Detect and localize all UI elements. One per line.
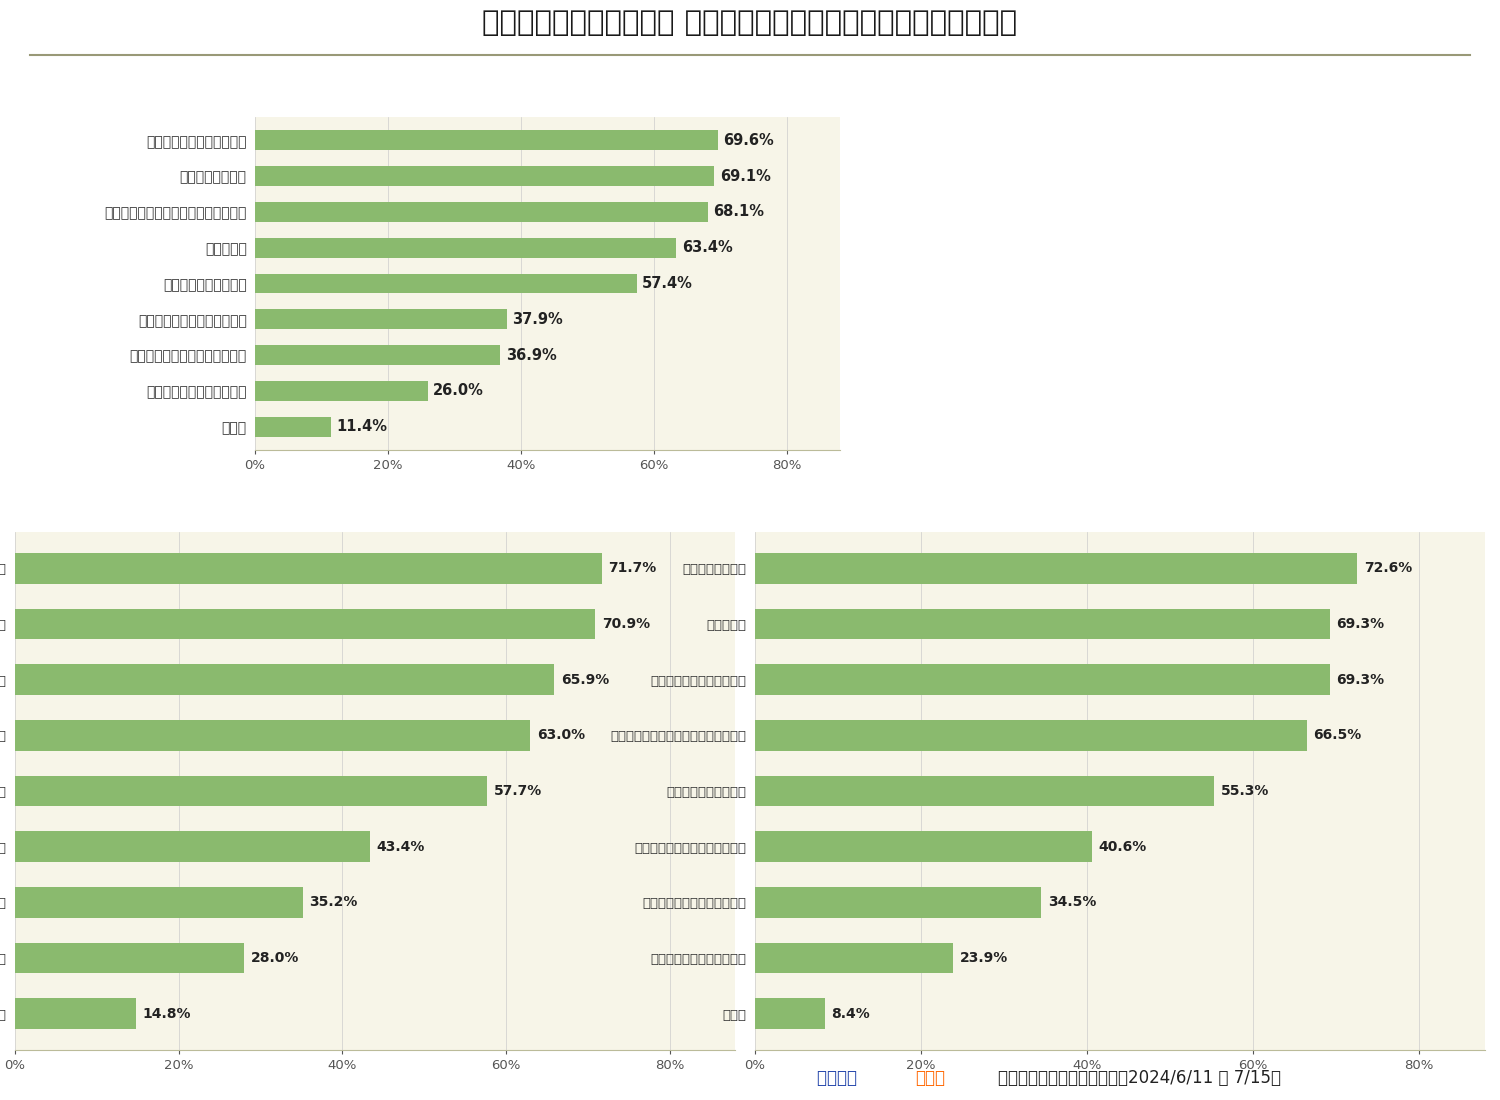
Text: 23.9%: 23.9% xyxy=(960,952,1008,965)
Text: 全体グラフ: 全体グラフ xyxy=(516,86,579,106)
Text: 71.7%: 71.7% xyxy=(608,561,657,575)
Bar xyxy=(255,309,507,329)
Text: 8.4%: 8.4% xyxy=(831,1006,870,1021)
Bar xyxy=(754,776,1214,806)
Text: 57.7%: 57.7% xyxy=(494,784,542,798)
Text: 69.3%: 69.3% xyxy=(1336,672,1384,686)
Bar xyxy=(754,608,1330,639)
Bar xyxy=(255,345,501,365)
Bar xyxy=(15,608,596,639)
Bar xyxy=(15,776,488,806)
Text: 69.1%: 69.1% xyxy=(720,168,771,184)
Text: 70.9%: 70.9% xyxy=(602,617,650,631)
Text: 68.1%: 68.1% xyxy=(712,205,764,219)
Bar xyxy=(255,131,717,150)
Text: 14.8%: 14.8% xyxy=(142,1006,190,1021)
Text: 63.0%: 63.0% xyxy=(537,728,585,743)
Text: 72.6%: 72.6% xyxy=(1364,561,1411,575)
Text: 66.5%: 66.5% xyxy=(1314,728,1362,743)
Bar xyxy=(255,238,677,257)
Text: 40.6%: 40.6% xyxy=(1098,839,1146,854)
Bar xyxy=(754,943,954,974)
Bar xyxy=(15,943,244,974)
Text: 65.9%: 65.9% xyxy=(561,672,609,686)
Text: 36.9%: 36.9% xyxy=(506,348,556,363)
Text: 57.4%: 57.4% xyxy=(642,276,693,292)
Text: 小学生: 小学生 xyxy=(357,500,393,521)
Bar xyxy=(255,166,714,186)
Bar xyxy=(754,664,1330,695)
Bar xyxy=(15,887,303,917)
Text: 69.3%: 69.3% xyxy=(1336,617,1384,631)
Text: 26.0%: 26.0% xyxy=(433,384,484,398)
Text: 11.4%: 11.4% xyxy=(336,419,387,435)
Bar xyxy=(754,832,1092,862)
Bar xyxy=(754,999,825,1030)
Bar xyxy=(754,887,1041,917)
Text: 調べ（アンケート実施期間：2024/6/11 ～ 7/15）: 調べ（アンケート実施期間：2024/6/11 ～ 7/15） xyxy=(998,1068,1281,1087)
Text: 69.6%: 69.6% xyxy=(723,133,774,147)
Bar xyxy=(754,720,1306,750)
Bar xyxy=(15,553,602,583)
Bar xyxy=(255,417,332,437)
Text: 37.9%: 37.9% xyxy=(513,311,562,327)
Text: キッズ: キッズ xyxy=(915,1068,945,1087)
Text: 「ネッ友と答えた人へ」 それはどうしてか教えて！　（複数選択）: 「ネッ友と答えた人へ」 それはどうしてか教えて！ （複数選択） xyxy=(483,9,1017,36)
Text: 55.3%: 55.3% xyxy=(1221,784,1269,798)
Text: 28.0%: 28.0% xyxy=(251,952,298,965)
Bar xyxy=(255,274,636,294)
Bar xyxy=(255,202,708,222)
Bar xyxy=(15,999,136,1030)
Bar xyxy=(15,664,554,695)
Bar xyxy=(15,832,370,862)
Text: 中学生: 中学生 xyxy=(1101,500,1138,521)
Bar xyxy=(754,553,1358,583)
Text: 35.2%: 35.2% xyxy=(309,895,358,910)
Text: 34.5%: 34.5% xyxy=(1048,895,1096,910)
Text: 43.4%: 43.4% xyxy=(376,839,424,854)
Text: 63.4%: 63.4% xyxy=(682,240,732,255)
Bar xyxy=(255,381,428,400)
Text: ニフティ: ニフティ xyxy=(816,1068,862,1087)
Bar xyxy=(15,720,531,750)
